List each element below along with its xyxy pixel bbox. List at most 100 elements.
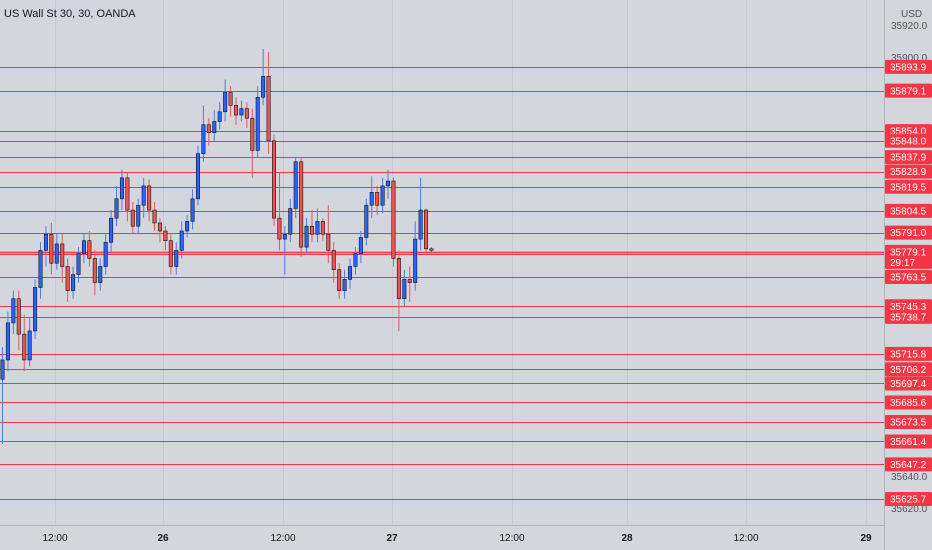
candle-body-73 xyxy=(396,258,401,300)
candle-body-25 xyxy=(136,204,141,227)
candle-32 xyxy=(174,242,179,275)
candle-body-43 xyxy=(233,105,238,116)
candle-body-51 xyxy=(277,217,282,240)
candle-body-61 xyxy=(331,250,336,271)
candle-body-14 xyxy=(76,253,81,275)
candle-body-72 xyxy=(391,180,396,259)
price-tag-bg-18 xyxy=(885,434,932,449)
candle-body-64 xyxy=(348,266,353,280)
candle-13 xyxy=(71,266,76,299)
candle-69 xyxy=(375,185,380,215)
price-tag-label-13: 35715.8 xyxy=(890,349,927,360)
candle-26 xyxy=(141,177,146,219)
candle-body-49 xyxy=(266,76,271,142)
candle-30 xyxy=(163,226,168,251)
x-tick-label-1: 26 xyxy=(157,533,169,544)
candle-body-32 xyxy=(174,250,179,267)
candle-body-3 xyxy=(16,298,21,335)
candle-body-4 xyxy=(22,333,27,361)
price-tag-bg-4 xyxy=(885,150,932,165)
candle-body-22 xyxy=(119,177,124,200)
candle-58 xyxy=(315,208,320,243)
candle-70 xyxy=(380,177,385,214)
candle-40 xyxy=(217,102,222,130)
candle-body-48 xyxy=(261,76,266,98)
price-tag-label-8: 35791.0 xyxy=(890,228,927,239)
candle-50 xyxy=(271,134,276,227)
price-tag-label-14: 35706.2 xyxy=(890,365,927,376)
candle-22 xyxy=(119,169,124,211)
candle-46 xyxy=(250,108,255,178)
levels-layer xyxy=(0,67,884,500)
price-tag-label-1: 35879.1 xyxy=(890,86,927,97)
y-tick-label-0: 35920.0 xyxy=(891,21,928,32)
candle-body-58 xyxy=(315,221,320,235)
candle-15 xyxy=(81,234,86,264)
candle-body-65 xyxy=(353,253,358,267)
candle-body-26 xyxy=(141,185,146,206)
x-tick-label-7: 29 xyxy=(860,533,872,544)
price-tag-label-17: 35673.5 xyxy=(890,418,927,429)
candle-68 xyxy=(369,176,374,219)
candle-body-46 xyxy=(250,117,255,151)
candle-8 xyxy=(43,226,48,267)
candle-6 xyxy=(33,279,38,339)
candle-1 xyxy=(5,311,10,372)
candle-body-21 xyxy=(114,198,119,219)
candle-38 xyxy=(206,118,211,146)
current-price-tag-bg xyxy=(885,244,932,269)
price-tag-13: 35715.8 xyxy=(885,346,932,361)
current-price-countdown: 29:17 xyxy=(890,258,915,269)
price-tag-label-11: 35745.3 xyxy=(890,302,927,313)
price-tag-label-12: 35738.7 xyxy=(890,313,927,324)
candle-48 xyxy=(261,48,266,106)
candle-body-53 xyxy=(288,208,293,235)
price-tag-20: 35625.7 xyxy=(885,492,932,506)
candle-body-12 xyxy=(65,266,70,291)
candle-76 xyxy=(413,221,418,291)
candle-body-6 xyxy=(33,287,38,332)
price-tag-6: 35819.5 xyxy=(885,179,932,194)
candle-body-44 xyxy=(239,108,244,116)
price-tag-bg-16 xyxy=(885,395,932,410)
candle-9 xyxy=(49,222,54,275)
candle-body-5 xyxy=(27,330,32,361)
candle-0 xyxy=(0,347,5,444)
x-axis-layer: 12:00 26 12:00 27 12:00 28 12:00 29 xyxy=(42,533,872,544)
candle-2 xyxy=(11,290,16,335)
candle-body-52 xyxy=(282,233,287,240)
candle-77 xyxy=(418,177,423,251)
candle-body-15 xyxy=(81,240,86,254)
price-tag-label-7: 35804.5 xyxy=(890,206,927,217)
candle-body-27 xyxy=(147,185,152,211)
candle-10 xyxy=(54,234,59,270)
candle-45 xyxy=(244,102,249,128)
candle-52 xyxy=(282,226,287,275)
candle-5 xyxy=(27,318,32,367)
candle-body-79 xyxy=(429,248,434,251)
x-tick-label-5: 28 xyxy=(621,533,633,544)
candle-60 xyxy=(326,205,331,264)
candle-body-39 xyxy=(212,121,217,134)
candle-44 xyxy=(239,100,244,122)
price-tag-11: 35745.3 xyxy=(885,299,932,314)
candle-20 xyxy=(109,210,114,254)
candle-66 xyxy=(358,231,363,264)
candle-body-20 xyxy=(109,217,114,243)
candle-body-75 xyxy=(407,279,412,283)
candle-body-9 xyxy=(49,233,54,264)
candle-body-1 xyxy=(5,322,10,361)
candle-body-16 xyxy=(87,240,92,259)
candle-67 xyxy=(364,198,369,246)
candle-body-71 xyxy=(386,180,391,187)
candle-body-62 xyxy=(337,269,342,291)
candle-51 xyxy=(277,173,282,251)
price-tag-14: 35706.2 xyxy=(885,362,932,377)
candle-75 xyxy=(407,266,412,302)
candle-62 xyxy=(337,263,342,299)
candle-34 xyxy=(185,214,190,238)
price-tag-4: 35837.9 xyxy=(885,150,932,165)
price-tag-16: 35685.6 xyxy=(885,395,932,410)
